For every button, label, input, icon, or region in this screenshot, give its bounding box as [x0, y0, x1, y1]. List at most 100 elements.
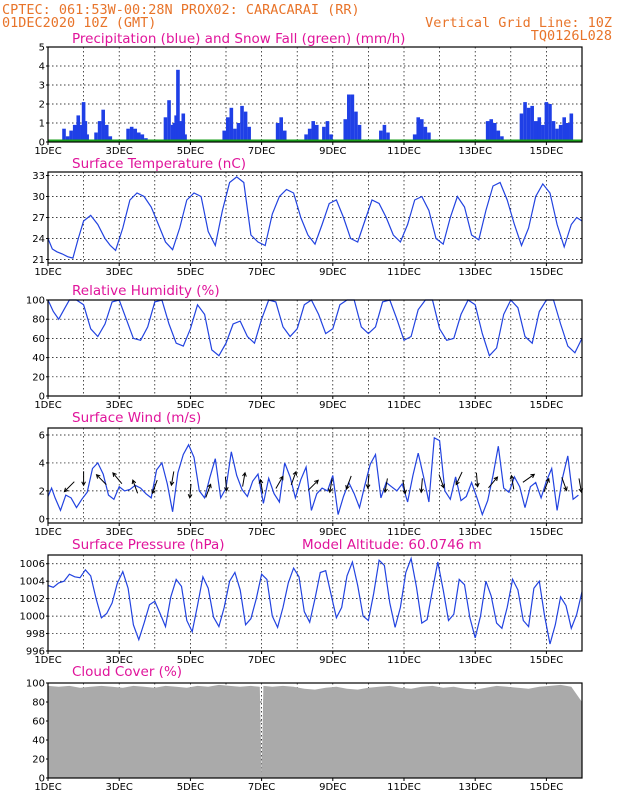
precip-bar	[526, 107, 531, 142]
precip-bar	[247, 126, 251, 142]
pressure-ytick-label: 1004	[20, 577, 45, 588]
cloud-cover-xtick-label: 9DEC	[319, 782, 346, 793]
precip-bar	[279, 117, 283, 142]
precip-bar	[314, 124, 319, 142]
precip-ytick-label: 3	[39, 81, 45, 92]
precip-bar	[382, 124, 387, 142]
temperature-xtick-label: 7DEC	[248, 267, 275, 278]
precip-bar	[347, 94, 351, 142]
cloud-cover-ytick-label: 100	[26, 679, 45, 690]
wind-arrow	[438, 474, 445, 489]
precip-bar	[176, 69, 180, 142]
precip-bar	[229, 107, 234, 142]
precip-bar	[307, 128, 312, 142]
precip-bar	[133, 128, 138, 142]
cloud-cover-ytick-label: 20	[32, 755, 45, 766]
temperature-ytick-label: 21	[32, 255, 45, 266]
cloud-cover-ytick-label: 40	[32, 736, 45, 747]
wind-ytick-label: 0	[39, 514, 45, 525]
precip-bar	[427, 132, 431, 142]
temperature-xtick-label: 3DEC	[106, 267, 133, 278]
wind-arrow	[509, 474, 515, 490]
precip-bar	[282, 130, 287, 142]
humidity-xtick-label: 5DEC	[177, 400, 204, 411]
precip-ytick-label: 4	[39, 62, 45, 73]
precip-bar	[530, 105, 534, 142]
humidity-xtick-label: 13DEC	[458, 400, 492, 411]
wind-arrow	[345, 475, 352, 491]
humidity-ytick-label: 20	[32, 372, 45, 383]
precip-xtick-label: 9DEC	[319, 146, 346, 157]
wind-xtick-label: 11DEC	[387, 527, 421, 538]
precip-ytick-label: 5	[39, 43, 45, 54]
precip-xtick-label: 5DEC	[177, 146, 204, 157]
precip-bar	[412, 134, 417, 142]
cloud-cover-xtick-label: 11DEC	[387, 782, 421, 793]
precip-bar	[343, 119, 348, 142]
pressure-xtick-label: 9DEC	[319, 655, 346, 666]
wind-xtick-label: 3DEC	[106, 527, 133, 538]
precip-bar	[354, 111, 358, 142]
precip-bar	[416, 117, 421, 142]
precip-bar	[569, 113, 574, 142]
pressure-xtick-label: 3DEC	[106, 655, 133, 666]
wind-xtick-label: 9DEC	[319, 527, 346, 538]
pressure-xtick-label: 5DEC	[177, 655, 204, 666]
precip-bar	[565, 123, 570, 142]
pressure-ytick-label: 998	[26, 629, 45, 640]
precip-bar	[562, 117, 566, 142]
precip-bar	[379, 130, 383, 142]
precip-bar	[167, 100, 171, 142]
temperature-xtick-label: 9DEC	[319, 267, 346, 278]
pressure-line	[47, 556, 583, 645]
wind-arrow	[112, 472, 123, 485]
cloud-cover-xtick-label: 15DEC	[530, 782, 564, 793]
precip-bar	[65, 136, 70, 142]
precip-bar	[225, 117, 230, 142]
wind-arrow	[307, 479, 319, 491]
wind-line	[47, 436, 579, 517]
precip-bar	[275, 123, 280, 142]
precip-bar	[243, 111, 248, 142]
precip-bar	[558, 124, 563, 142]
cloud-cover-ytick-label: 80	[32, 698, 45, 709]
wind-arrow	[383, 478, 388, 494]
precip-bar	[519, 113, 524, 142]
pressure-xtick-label: 7DEC	[248, 655, 275, 666]
temperature-ytick-label: 33	[32, 171, 45, 182]
precip-bar	[236, 123, 241, 142]
wind-arrow	[474, 472, 480, 488]
humidity-xtick-label: 3DEC	[106, 400, 133, 411]
precip-xtick-label: 7DEC	[248, 146, 275, 157]
precip-bar	[551, 121, 556, 142]
cloud-cover-xtick-label: 7DEC	[248, 782, 275, 793]
precip-bar	[322, 126, 326, 142]
temperature-line	[47, 176, 583, 259]
pressure-title: Surface Pressure (hPa)	[72, 537, 225, 553]
precip-bar	[523, 102, 527, 142]
wind-arrow	[275, 475, 284, 489]
cloud-cover-xtick-label: 3DEC	[106, 782, 133, 793]
precip-bar	[140, 134, 145, 142]
wind-arrow	[169, 471, 175, 487]
precip-bar	[492, 123, 497, 142]
precip-bar	[101, 109, 105, 142]
cloud-cover-xtick-label: 5DEC	[177, 782, 204, 793]
precip-bar	[163, 117, 168, 142]
pressure-xtick-label: 15DEC	[530, 655, 564, 666]
humidity-title: Relative Humidity (%)	[72, 283, 220, 299]
pressure-xtick-label: 13DEC	[458, 655, 492, 666]
precip-bar	[555, 128, 559, 142]
precip-bar	[222, 130, 227, 142]
wind-arrow	[419, 478, 424, 494]
precip-bar	[76, 115, 81, 142]
humidity-line	[47, 298, 583, 357]
precip-bar	[183, 134, 187, 142]
pressure-ytick-label: 1006	[20, 559, 45, 570]
temperature-title: Surface Temperature (nC)	[72, 156, 246, 172]
cloud-cover-title: Cloud Cover (%)	[72, 664, 182, 680]
precip-bar	[129, 126, 134, 142]
wind-arrow	[522, 473, 536, 483]
precip-bar	[548, 104, 552, 142]
